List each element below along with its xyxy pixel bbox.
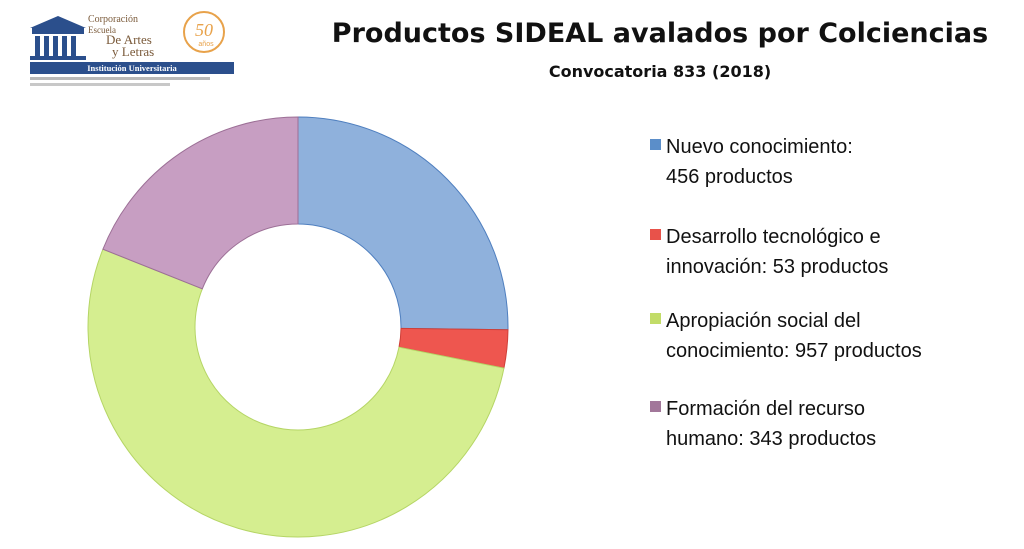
logo-line5: Institución Universitaria [87, 63, 177, 73]
donut-slice-nuevo-conocimiento [297, 116, 509, 331]
institution-logo: Corporación Escuela De Artes y Letras 50… [28, 8, 238, 94]
legend-label-line2: conocimiento: 957 productos [666, 340, 922, 362]
legend-label: Formación del recurso humano: 343 produc… [666, 394, 1006, 454]
donut-slice-formacion-recurso-humano [102, 116, 299, 290]
logo-line2: Escuela [88, 25, 116, 35]
legend-label-line2: innovación: 53 productos [666, 256, 889, 278]
legend-label-line1: Nuevo conocimiento: [666, 136, 853, 158]
legend-label: Desarrollo tecnológico e innovación: 53 … [666, 222, 1006, 282]
legend-swatch [650, 139, 661, 150]
logo-anniversary-sub: años [198, 41, 214, 48]
legend-label-line1: Apropiación social del [666, 310, 861, 332]
legend-label-line2: 456 productos [666, 166, 793, 188]
chart-title: Productos SIDEAL avalados por Colciencia… [331, 18, 989, 49]
legend-label-line2: humano: 343 productos [666, 428, 877, 450]
legend-swatch [650, 401, 661, 412]
logo-line4: y Letras [112, 44, 154, 59]
legend-label: Nuevo conocimiento: 456 productos [666, 132, 1006, 192]
donut-chart [87, 116, 509, 538]
legend-label-line1: Formación del recurso [666, 398, 865, 420]
logo-line3: De Artes [106, 32, 152, 47]
legend-swatch [650, 313, 661, 324]
legend-label-line1: Desarrollo tecnológico e [666, 226, 881, 248]
chart-subtitle: Convocatoria 833 (2018) [548, 62, 772, 81]
logo-graphic: Corporación Escuela De Artes y Letras 50… [30, 11, 234, 86]
donut-slice-apropiacion-social [87, 248, 505, 538]
logo-line1: Corporación [88, 14, 138, 25]
legend-swatch [650, 229, 661, 240]
logo-anniversary: 50 [195, 20, 213, 40]
legend-label: Apropiación social del conocimiento: 957… [666, 306, 1006, 366]
